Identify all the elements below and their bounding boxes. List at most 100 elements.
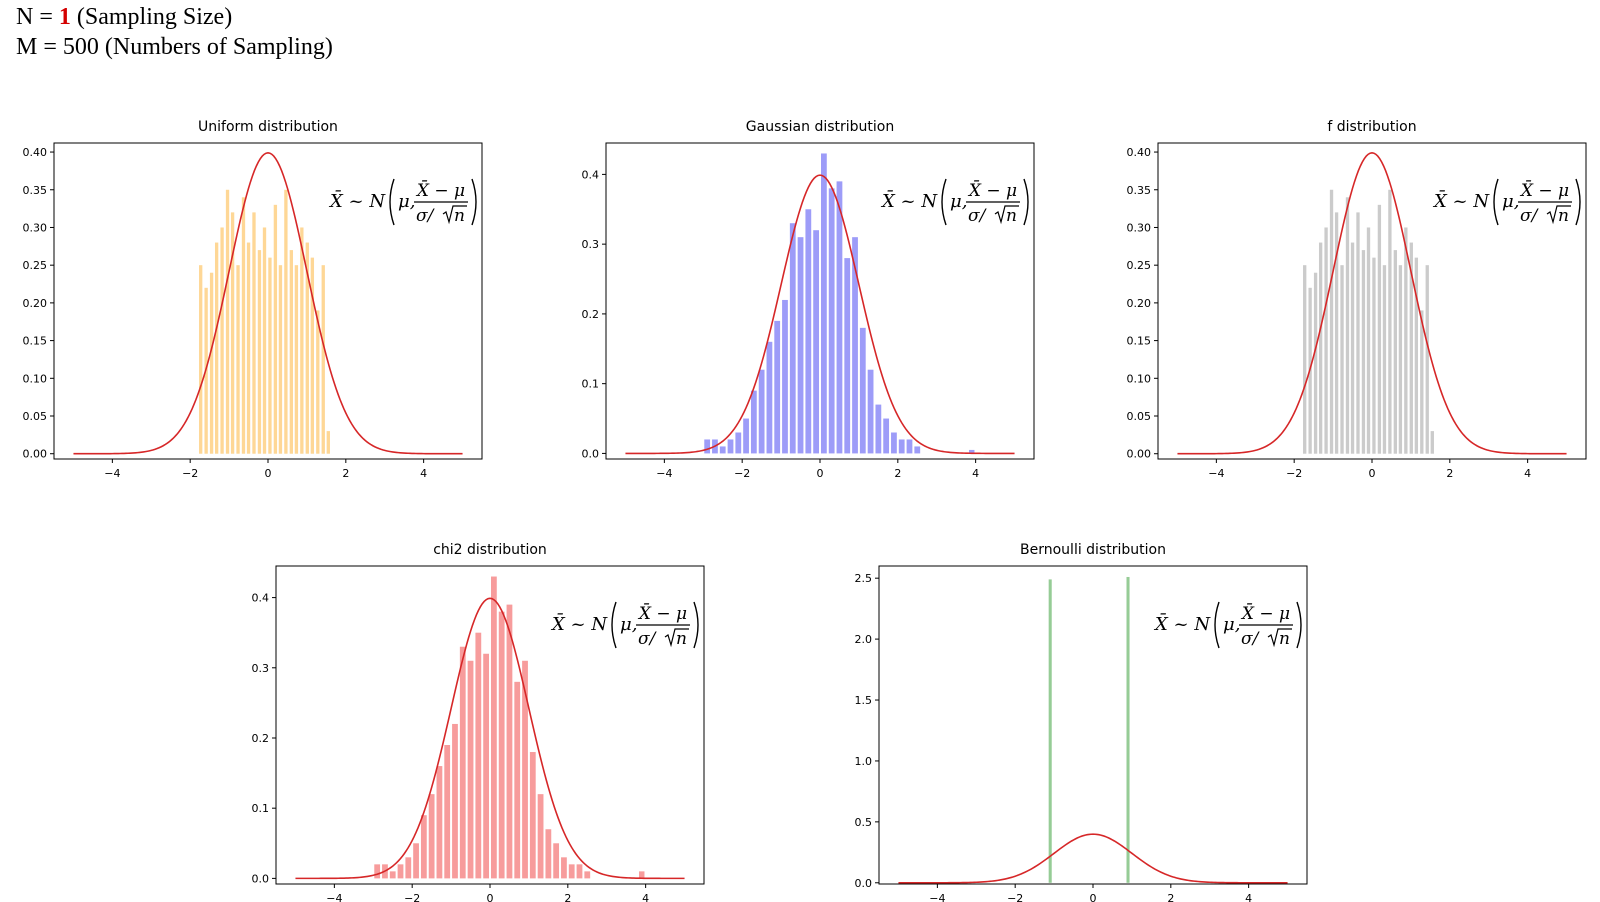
y-tick-label: 0.30 xyxy=(1127,221,1152,234)
sqrt-sign xyxy=(664,628,689,648)
chart-panel-4: chi2 distribution −4 −2 0 2 4 0.0 0.1 0.2 0.3 0.4 X… xyxy=(252,542,705,902)
histogram-bar xyxy=(420,815,427,879)
y-tick-label: 0.0 xyxy=(252,872,270,885)
chart-title: Uniform distribution xyxy=(198,119,338,135)
formula-numerator: X̄ − μ xyxy=(1519,179,1569,201)
histogram-bar xyxy=(537,794,544,879)
right-paren xyxy=(1575,178,1581,226)
histogram-bar xyxy=(1430,431,1434,454)
normal-curve xyxy=(73,152,463,455)
histogram-bar xyxy=(844,258,851,454)
histogram-bar xyxy=(289,250,294,454)
histogram-bar xyxy=(1126,576,1130,883)
histogram-bar xyxy=(1340,265,1344,454)
y-tick-label: 0.20 xyxy=(23,297,48,310)
histogram-bar xyxy=(294,265,299,454)
y-tick-label: 0.1 xyxy=(582,378,600,391)
histogram-bar xyxy=(883,418,890,454)
histogram-bar xyxy=(727,439,734,454)
x-tick-label: −2 xyxy=(404,892,420,902)
formula-annotation: X̄ ~ N μ, X̄ − μ σ/n xyxy=(1153,601,1302,649)
histogram-bar xyxy=(262,227,267,454)
formula-lhs: X̄ ~ N xyxy=(880,189,938,212)
x-tick-label: −2 xyxy=(734,467,750,480)
y-tick-label: 0.5 xyxy=(855,816,873,829)
y-tick-label: 2.0 xyxy=(855,633,873,646)
histogram-bar xyxy=(805,209,812,454)
histogram-bar xyxy=(735,432,742,454)
y-tick-label: 0.15 xyxy=(23,335,48,348)
histogram-bar xyxy=(828,188,835,454)
x-tick-label: −4 xyxy=(1208,467,1224,480)
histogram-bar xyxy=(1377,204,1382,454)
x-tick-label: −4 xyxy=(929,892,945,902)
formula-mu: μ, xyxy=(1223,614,1240,635)
histogram-bar xyxy=(898,439,905,454)
histogram-bar xyxy=(397,864,404,879)
formula-den-n: n xyxy=(454,206,465,226)
formula-mu: μ, xyxy=(1502,191,1519,212)
histogram-bar xyxy=(758,369,765,454)
histogram-bar xyxy=(257,250,262,454)
formula-annotation: X̄ ~ N μ, X̄ − μ σ/n xyxy=(880,178,1029,226)
histogram-bar xyxy=(1393,250,1398,454)
x-tick-label: 4 xyxy=(1245,892,1252,902)
histogram-bar xyxy=(452,723,458,879)
histogram-bar xyxy=(1409,242,1413,454)
y-tick-label: 0.20 xyxy=(1127,297,1152,310)
left-paren xyxy=(1214,601,1220,649)
histogram-bar xyxy=(568,864,575,879)
histogram-bar xyxy=(467,660,474,879)
histogram-bar xyxy=(1366,227,1371,454)
normal-curve xyxy=(1177,152,1567,455)
histogram-bar xyxy=(782,299,788,454)
histogram-bar xyxy=(1356,212,1360,454)
chart-title: chi2 distribution xyxy=(433,542,547,558)
left-paren xyxy=(389,178,395,226)
histogram-bar xyxy=(1350,242,1355,454)
formula-annotation: X̄ ~ N μ, X̄ − μ σ/n xyxy=(550,601,699,649)
chart-title: Bernoulli distribution xyxy=(1020,542,1166,558)
y-tick-label: 0.2 xyxy=(252,732,270,745)
y-tick-label: 0.00 xyxy=(1127,448,1152,461)
histogram-bar xyxy=(436,766,443,879)
histogram-bar xyxy=(246,242,251,454)
histogram-bar xyxy=(545,829,552,879)
formula-lhs: X̄ ~ N xyxy=(1153,612,1211,635)
formula-numerator: X̄ − μ xyxy=(637,602,687,624)
right-paren xyxy=(471,178,477,226)
n-suffix: (Sampling Size) xyxy=(70,4,233,30)
y-tick-label: 0.25 xyxy=(1127,259,1152,272)
formula-annotation: X̄ ~ N μ, X̄ − μ σ/n xyxy=(1432,178,1581,226)
histogram-bar xyxy=(1329,189,1334,454)
normal-curve xyxy=(898,833,1288,884)
x-tick-label: 4 xyxy=(972,467,979,480)
chart-panel-3: f distribution −4 −2 0 2 4 0.00 0.05 0.10 0.15 0.2… xyxy=(1127,119,1587,480)
histogram-bar xyxy=(576,864,583,879)
y-tick-label: 0.40 xyxy=(1127,146,1152,159)
histogram-bar xyxy=(241,197,246,454)
formula-den-sigma: σ/ xyxy=(638,629,658,649)
y-tick-label: 0.4 xyxy=(252,592,270,605)
histogram-bar xyxy=(1398,265,1403,454)
right-paren xyxy=(1023,178,1029,226)
histogram-bar xyxy=(300,227,304,454)
formula-mu: μ, xyxy=(398,191,415,212)
histogram-bar xyxy=(483,653,489,879)
histogram-bar xyxy=(875,404,882,454)
y-tick-label: 0.1 xyxy=(252,802,270,815)
formula-den-n: n xyxy=(1558,206,1569,226)
x-tick-label: −2 xyxy=(182,467,198,480)
histogram-bar xyxy=(1303,265,1307,454)
y-tick-label: 0.00 xyxy=(23,448,48,461)
n-prefix: N = xyxy=(16,4,59,30)
chart-panel-2: Gaussian distribution −4 −2 0 2 4 0.0 0.1 0.2 0.3… xyxy=(582,119,1035,480)
histogram-bar xyxy=(836,181,843,454)
histogram-bar xyxy=(273,204,278,454)
histogram-bar xyxy=(230,212,235,454)
formula-den-n: n xyxy=(676,629,687,649)
histogram-bar xyxy=(561,857,567,879)
x-tick-label: 0 xyxy=(1369,467,1376,480)
histogram-bar xyxy=(821,153,827,454)
x-tick-label: 0 xyxy=(265,467,272,480)
